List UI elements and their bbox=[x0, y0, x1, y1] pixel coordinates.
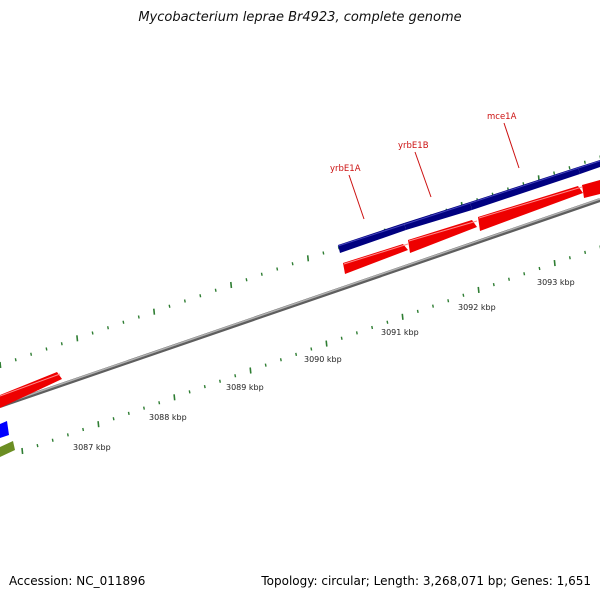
outer-scale-tick bbox=[553, 171, 556, 175]
cds-track bbox=[0, 180, 600, 408]
inner-scale-tick bbox=[51, 438, 54, 442]
outer-scale-tick bbox=[245, 278, 248, 282]
outer-scale-tick bbox=[183, 299, 186, 303]
gene-label-mce1A: mce1A bbox=[487, 112, 517, 122]
outer-scale-tick bbox=[322, 251, 325, 255]
outer-scale-tick bbox=[14, 358, 17, 362]
inner-scale-tick bbox=[66, 433, 69, 437]
inner-scale-tick bbox=[127, 411, 130, 416]
inner-scale-tick bbox=[173, 394, 176, 401]
outer-scale-tick bbox=[153, 308, 156, 315]
inner-scale-tick bbox=[401, 313, 404, 320]
inner-scale-tick bbox=[325, 340, 328, 347]
scale-label-3088: 3088 kbp bbox=[149, 413, 187, 422]
genome-summary-text: Topology: circular; Length: 3,268,071 bp… bbox=[261, 574, 591, 588]
inner-tick-marks bbox=[21, 245, 600, 455]
blue-gene-fragment[interactable] bbox=[0, 421, 9, 438]
scale-label-3093: 3093 kbp bbox=[537, 278, 575, 287]
outer-scale-tick bbox=[260, 272, 263, 276]
cds-arrow-2[interactable] bbox=[408, 220, 477, 253]
inner-scale-tick bbox=[188, 390, 191, 394]
outer-scale-tick bbox=[583, 160, 586, 164]
inner-scale-tick bbox=[36, 443, 39, 448]
outer-scale-tick bbox=[137, 315, 140, 319]
inner-scale-tick bbox=[143, 406, 145, 410]
inner-scale-tick bbox=[82, 427, 85, 432]
outer-scale-tick bbox=[276, 267, 279, 271]
gene-feature-yrbE1B[interactable] bbox=[404, 202, 472, 230]
inner-scale-tick bbox=[112, 417, 115, 421]
map-title: Mycobacterium leprae Br4923, complete ge… bbox=[138, 10, 462, 25]
inner-scale-tick bbox=[523, 272, 526, 276]
inner-scale-tick bbox=[477, 286, 480, 293]
inner-scale-tick bbox=[310, 347, 313, 351]
outer-scale-tick bbox=[291, 262, 294, 266]
outer-scale-tick bbox=[230, 281, 233, 289]
inner-scale-tick bbox=[203, 384, 206, 389]
inner-scale-tick bbox=[355, 331, 358, 335]
outer-scale-tick bbox=[568, 166, 571, 170]
inner-scale-tick bbox=[386, 320, 389, 324]
inner-scale-tick bbox=[416, 309, 419, 314]
outer-scale-tick bbox=[91, 331, 94, 335]
outer-scale-tick bbox=[214, 288, 217, 292]
inner-scale-tick bbox=[21, 447, 24, 455]
inner-scale-tick bbox=[340, 336, 343, 340]
outer-scale-tick bbox=[30, 352, 33, 356]
gene-labels: yrbE1A yrbE1B mce1A bbox=[330, 112, 520, 220]
inner-scale-tick bbox=[447, 299, 450, 303]
inner-scale-tick bbox=[462, 293, 465, 297]
outer-tick-marks bbox=[0, 155, 600, 369]
outer-scale-tick bbox=[0, 361, 2, 369]
gene-label-yrbE1B: yrbE1B bbox=[398, 141, 429, 151]
inner-scale-tick bbox=[234, 374, 237, 378]
outer-scale-tick bbox=[168, 304, 171, 308]
outer-scale-tick bbox=[45, 347, 48, 351]
inner-scale-tick bbox=[432, 304, 434, 308]
inner-scale-tick bbox=[97, 421, 100, 428]
outer-scale-tick bbox=[199, 294, 202, 298]
scale-label-3091: 3091 kbp bbox=[381, 328, 419, 337]
scale-labels: 3087 kbp 3088 kbp 3089 kbp 3090 kbp 3091… bbox=[73, 278, 575, 452]
inner-scale-tick bbox=[295, 352, 298, 357]
gene-feature-yrbE1A[interactable] bbox=[338, 223, 406, 253]
scale-label-3090: 3090 kbp bbox=[304, 355, 342, 364]
accession-text: Accession: NC_011896 bbox=[9, 574, 146, 588]
inner-scale-tick bbox=[492, 282, 495, 287]
inner-scale-tick bbox=[219, 379, 221, 383]
outer-scale-tick bbox=[60, 342, 63, 346]
gene-feature-mce1A[interactable] bbox=[470, 167, 580, 210]
backbone bbox=[0, 198, 600, 408]
inner-scale-tick bbox=[508, 277, 510, 281]
olive-gene-fragment[interactable] bbox=[0, 441, 15, 457]
gene-label-yrbE1A: yrbE1A bbox=[330, 164, 361, 174]
inner-scale-tick bbox=[158, 401, 161, 405]
outer-scale-tick bbox=[107, 326, 109, 330]
gene-feature-next[interactable] bbox=[578, 160, 600, 174]
cds-arrow-left[interactable] bbox=[0, 372, 62, 408]
outer-scale-tick bbox=[76, 335, 79, 342]
scale-label-3087: 3087 kbp bbox=[73, 443, 111, 452]
inner-scale-tick bbox=[249, 367, 252, 374]
scale-label-3092: 3092 kbp bbox=[458, 303, 496, 312]
inner-scale-tick bbox=[264, 363, 267, 367]
outer-scale-tick bbox=[306, 255, 310, 262]
inner-scale-tick bbox=[553, 260, 556, 267]
outer-scale-tick bbox=[122, 320, 125, 324]
inner-scale-tick bbox=[568, 256, 571, 260]
gene-track-upper bbox=[337, 160, 600, 253]
cds-arrow-3[interactable] bbox=[478, 186, 583, 231]
inner-scale-tick bbox=[371, 325, 374, 330]
cds-arrow-1[interactable] bbox=[343, 244, 408, 274]
inner-scale-tick bbox=[279, 358, 282, 362]
cds-arrow-4[interactable] bbox=[582, 180, 600, 198]
scale-label-3089: 3089 kbp bbox=[226, 383, 264, 392]
inner-scale-tick bbox=[584, 250, 587, 255]
inner-scale-tick bbox=[538, 266, 541, 271]
